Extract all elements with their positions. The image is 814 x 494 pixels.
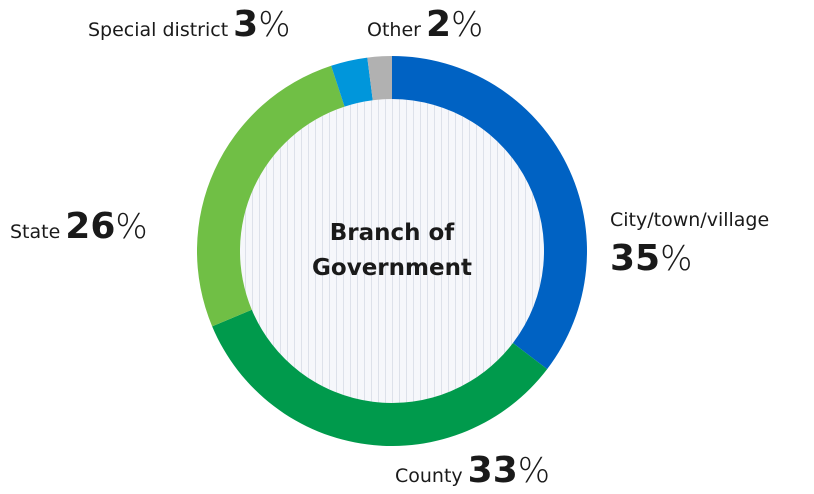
slice-label: State 26% <box>10 206 148 247</box>
slice <box>392 56 587 370</box>
value-label-unit: % <box>115 207 147 247</box>
slice <box>212 309 548 446</box>
slice-label: City/town/village <box>610 209 769 231</box>
value-label-unit: % <box>451 5 483 45</box>
value-label: 2 <box>426 4 451 45</box>
slice-label: Other 2% <box>367 4 483 45</box>
category-name: State <box>10 221 60 243</box>
category-name: City/town/village <box>610 209 769 231</box>
center-label: Government <box>312 255 472 281</box>
center-fill <box>240 99 544 403</box>
value-label-unit: % <box>518 451 550 491</box>
value-text: 35% <box>610 238 692 279</box>
category-name: Other <box>367 19 421 41</box>
category-name: Special district <box>88 19 228 41</box>
category-name: County <box>395 465 463 487</box>
slices <box>197 56 587 446</box>
slice <box>331 57 373 107</box>
value-label-unit: % <box>258 5 290 45</box>
value-label: 3 <box>233 4 258 45</box>
value-label: 26 <box>65 206 115 247</box>
center-label: Branch of <box>330 220 456 246</box>
value-label: 33 <box>468 450 518 491</box>
slice <box>367 56 392 101</box>
slice-label: County 33% <box>395 450 550 491</box>
slice <box>197 65 345 327</box>
value-label: 35 <box>610 238 660 279</box>
value-label-unit: % <box>660 239 692 279</box>
slice-label: Special district 3% <box>88 4 291 45</box>
